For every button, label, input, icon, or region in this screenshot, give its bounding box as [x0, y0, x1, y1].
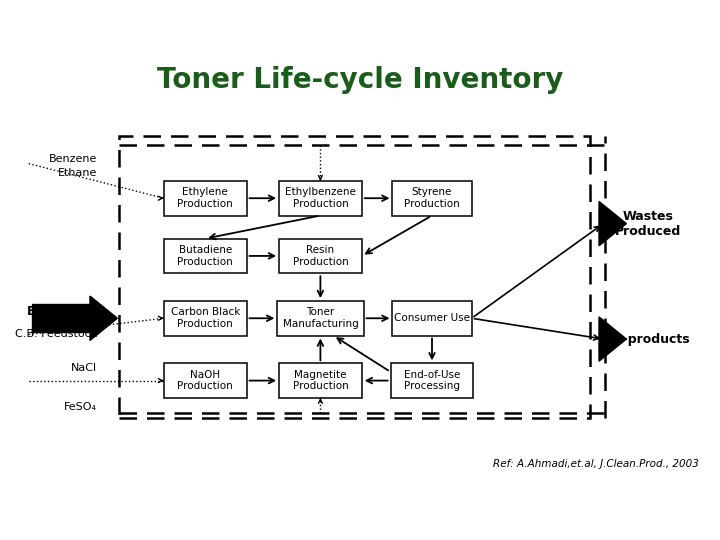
Text: NaOH
Production: NaOH Production: [177, 370, 233, 392]
Bar: [279, 363, 362, 398]
Bar: [599, 210, 608, 238]
Text: Ethane: Ethane: [58, 168, 97, 178]
Text: Magnetite
Production: Magnetite Production: [292, 370, 348, 392]
Text: End-of-Use
Processing: End-of-Use Processing: [404, 370, 460, 392]
Bar: [163, 363, 246, 398]
Text: Benzene: Benzene: [49, 154, 97, 164]
Text: FeSO₄: FeSO₄: [64, 402, 97, 413]
Text: C.B. Feedstock: C.B. Feedstock: [15, 329, 97, 340]
Bar: [277, 301, 364, 335]
Polygon shape: [599, 317, 626, 361]
Bar: [599, 325, 608, 353]
Bar: [392, 301, 472, 335]
Text: Butadiene
Production: Butadiene Production: [177, 245, 233, 267]
Text: Ethylbenzene
Production: Ethylbenzene Production: [285, 187, 356, 209]
Text: Styrene
Production: Styrene Production: [404, 187, 460, 209]
Text: Toner Life-cycle Inventory: Toner Life-cycle Inventory: [157, 66, 563, 94]
Text: Funded by NYSDEC: Funded by NYSDEC: [7, 10, 94, 19]
Text: By-products: By-products: [606, 333, 690, 346]
Text: Consumer Use: Consumer Use: [394, 313, 470, 323]
Bar: [279, 239, 362, 273]
Text: Carbon Black
Production: Carbon Black Production: [171, 307, 240, 329]
Bar: [32, 305, 90, 332]
Bar: [163, 181, 246, 215]
Text: Wastes
Produced: Wastes Produced: [615, 210, 681, 238]
Text: Ethylene
Production: Ethylene Production: [177, 187, 233, 209]
Text: NaCl: NaCl: [71, 363, 97, 373]
Text: Energy: Energy: [27, 305, 76, 318]
Polygon shape: [599, 201, 626, 246]
Bar: [163, 301, 246, 335]
Text: Toner
Manufacturing: Toner Manufacturing: [282, 307, 359, 329]
Polygon shape: [90, 296, 117, 340]
Bar: [279, 181, 362, 215]
Text: Rochester Institute of Technology: Rochester Institute of Technology: [562, 10, 713, 19]
Text: Ref: A.Ahmadi,et.al, J.Clean.Prod., 2003: Ref: A.Ahmadi,et.al, J.Clean.Prod., 2003: [492, 458, 698, 469]
Bar: [119, 136, 590, 417]
Text: Resin
Production: Resin Production: [292, 245, 348, 267]
Bar: [390, 363, 474, 398]
Bar: [392, 181, 472, 215]
Bar: [163, 239, 246, 273]
